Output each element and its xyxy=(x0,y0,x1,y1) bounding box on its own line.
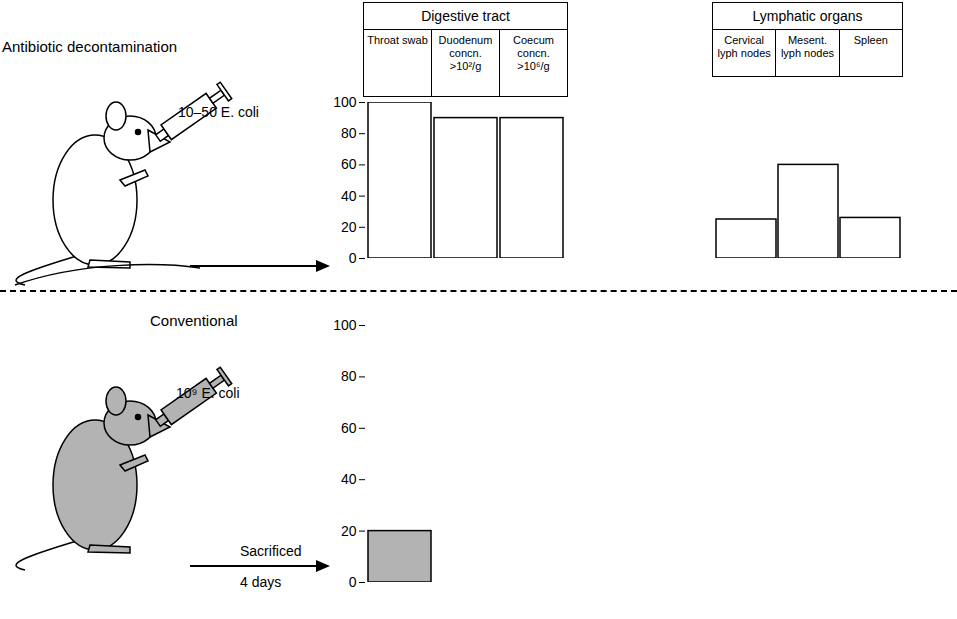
svg-text:20: 20 xyxy=(341,219,357,235)
html-text:Spleen: Spleen xyxy=(853,34,888,46)
html-text:4 days: 4 days xyxy=(240,574,282,590)
html-text:Conventional: Conventional xyxy=(150,312,238,329)
html-text:10⁹ E. coli: 10⁹ E. coli xyxy=(176,385,240,401)
svg-text:0: 0 xyxy=(349,574,357,590)
svg-text:100: 100 xyxy=(333,94,357,110)
svg-text:0: 0 xyxy=(349,250,357,266)
html-text:Duodenum concn. >10²/g: Duodenum concn. >10²/g xyxy=(438,34,493,72)
html-text:Antibiotic decontamination: Antibiotic decontamination xyxy=(2,38,178,55)
svg-text:40: 40 xyxy=(341,471,357,487)
svg-text:40: 40 xyxy=(341,188,357,204)
html-text:Mesent. lyph nodes: Mesent. lyph nodes xyxy=(780,34,835,59)
svg-text:60: 60 xyxy=(341,156,357,172)
html-text:Digestive tract: Digestive tract xyxy=(421,8,510,24)
html-text:Coecum concn. >10⁶/g: Coecum concn. >10⁶/g xyxy=(513,34,554,72)
svg-text:60: 60 xyxy=(341,420,357,436)
svg-text:20: 20 xyxy=(341,523,357,539)
html-text:Cervical lyph nodes: Cervical lyph nodes xyxy=(717,34,771,59)
svg-text:100: 100 xyxy=(333,317,357,333)
svg-text:80: 80 xyxy=(341,368,357,384)
html-text:Sacrificed: Sacrificed xyxy=(240,543,302,559)
html-text:Throat swab: Throat swab xyxy=(367,34,428,46)
svg-text:80: 80 xyxy=(341,125,357,141)
html-text:10–50 E. coli: 10–50 E. coli xyxy=(178,104,259,120)
html-text:Lymphatic organs: Lymphatic organs xyxy=(752,8,863,24)
